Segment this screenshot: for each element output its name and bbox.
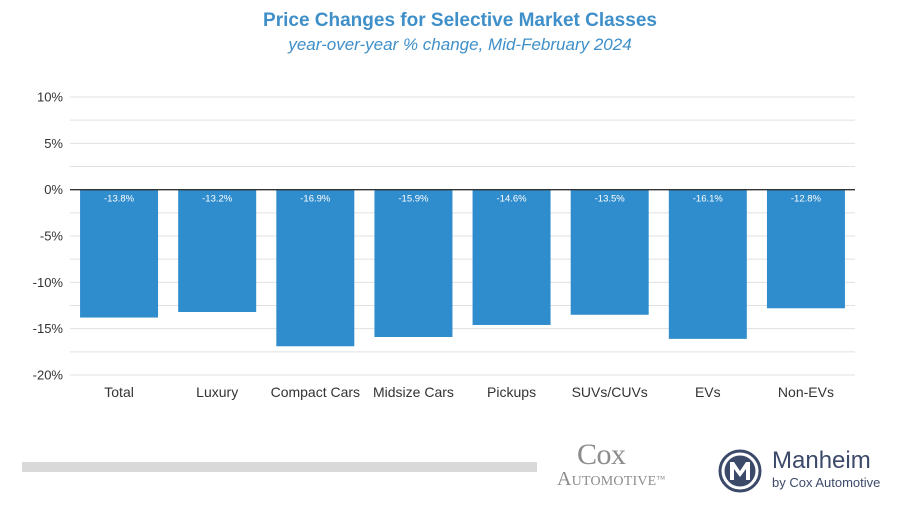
data-label: -16.9% <box>300 194 331 205</box>
x-category-label: EVs <box>695 384 721 400</box>
manheim-name: Manheim <box>772 447 871 474</box>
data-label: -15.9% <box>398 194 429 205</box>
data-label: -12.8% <box>791 194 822 205</box>
y-tick-label: -5% <box>40 229 64 244</box>
x-category-label: Luxury <box>196 384 238 400</box>
bar <box>472 189 551 325</box>
cox-logo-word: Cox <box>577 438 626 471</box>
data-label: -16.1% <box>693 194 724 205</box>
bar <box>766 189 845 309</box>
y-tick-label: 5% <box>44 136 63 151</box>
bar <box>374 189 453 338</box>
bar <box>80 189 159 318</box>
y-tick-label: -15% <box>33 321 64 336</box>
chart-subtitle: year-over-year % change, Mid-February 20… <box>288 35 632 54</box>
x-category-label: SUVs/CUVs <box>572 384 648 400</box>
manheim-tagline: by Cox Automotive <box>772 475 881 490</box>
bar-chart: 10% 5% 0% -5% -10% -15% -20% -13.8% Total -13.2% L… <box>33 90 855 400</box>
data-label: -13.5% <box>595 194 626 205</box>
y-tick-label: -10% <box>33 275 64 290</box>
data-label: -13.8% <box>104 194 135 205</box>
x-category-label: Midsize Cars <box>373 384 454 400</box>
y-tick-label: 0% <box>44 182 63 197</box>
y-tick-label: 10% <box>37 90 63 105</box>
bar <box>668 189 747 339</box>
chart-title: Price Changes for Selective Market Class… <box>263 10 657 31</box>
data-label: -14.6% <box>497 194 528 205</box>
bar <box>178 189 257 312</box>
x-category-label: Pickups <box>487 384 536 400</box>
manheim-logo-icon <box>718 449 762 493</box>
footer-divider-bar <box>22 462 537 472</box>
x-category-label: Total <box>104 384 134 400</box>
cox-logo-automotive: Automotive™ <box>557 468 666 490</box>
y-tick-label: -20% <box>33 368 64 383</box>
bar <box>276 189 355 347</box>
x-category-label: Compact Cars <box>271 384 360 400</box>
x-category-label: Non-EVs <box>778 384 834 400</box>
cox-automotive-logo: Cox Automotive™ <box>555 440 705 492</box>
bar <box>570 189 649 315</box>
data-label: -13.2% <box>202 194 233 205</box>
